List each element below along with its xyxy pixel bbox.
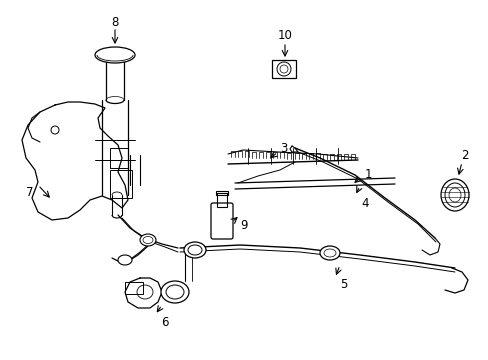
Ellipse shape	[324, 249, 335, 257]
Text: 7: 7	[26, 185, 34, 198]
Ellipse shape	[183, 242, 205, 258]
Ellipse shape	[161, 281, 189, 303]
Ellipse shape	[280, 65, 287, 73]
Text: 3: 3	[280, 141, 287, 154]
Bar	[125, 282, 142, 294]
Bar	[110, 148, 128, 168]
Ellipse shape	[118, 255, 132, 265]
Ellipse shape	[51, 126, 59, 134]
Ellipse shape	[140, 234, 156, 246]
Ellipse shape	[137, 285, 153, 299]
Text: 9: 9	[240, 219, 247, 231]
Ellipse shape	[448, 188, 460, 202]
Ellipse shape	[276, 62, 290, 76]
Ellipse shape	[187, 245, 202, 255]
Bar	[217, 193, 226, 207]
Ellipse shape	[319, 246, 339, 260]
Ellipse shape	[95, 47, 135, 63]
Ellipse shape	[165, 285, 183, 299]
Text: 5: 5	[340, 278, 347, 291]
Text: 1: 1	[364, 167, 371, 180]
Bar	[216, 191, 227, 195]
Ellipse shape	[142, 237, 153, 243]
Text: 4: 4	[361, 197, 368, 210]
FancyBboxPatch shape	[210, 203, 232, 239]
Ellipse shape	[440, 179, 468, 211]
Text: 2: 2	[460, 149, 468, 162]
Text: 6: 6	[161, 315, 168, 328]
Ellipse shape	[444, 183, 464, 207]
Bar	[271, 60, 295, 78]
Text: 8: 8	[111, 15, 119, 28]
Bar	[110, 170, 132, 198]
Text: 10: 10	[277, 28, 292, 41]
